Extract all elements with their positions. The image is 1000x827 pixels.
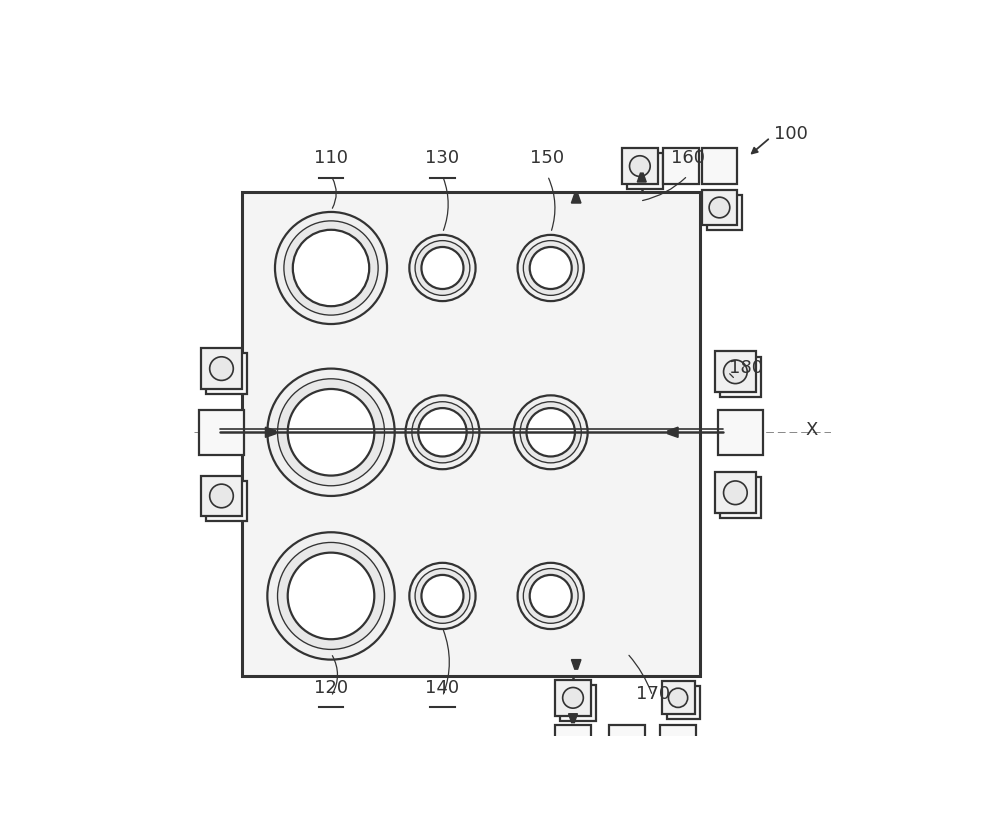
Circle shape	[409, 563, 476, 629]
Circle shape	[418, 408, 467, 457]
Polygon shape	[571, 660, 581, 669]
Bar	[206, 353, 247, 394]
Bar	[627, 153, 663, 189]
Bar	[720, 477, 761, 519]
Bar	[667, 686, 700, 719]
Circle shape	[563, 687, 583, 708]
Circle shape	[267, 369, 395, 496]
Bar	[609, 724, 645, 760]
Text: 130: 130	[425, 150, 460, 167]
Bar	[702, 189, 737, 225]
Text: 110: 110	[314, 150, 348, 167]
Bar	[718, 410, 763, 455]
Circle shape	[530, 575, 572, 617]
Polygon shape	[571, 194, 581, 203]
Bar	[720, 356, 761, 397]
Circle shape	[668, 688, 688, 707]
Polygon shape	[569, 714, 577, 723]
Bar	[201, 476, 242, 516]
Text: 120: 120	[314, 678, 348, 696]
Bar	[707, 194, 742, 231]
Bar	[242, 192, 700, 676]
Bar	[206, 480, 247, 522]
Bar	[201, 348, 242, 389]
Circle shape	[415, 568, 470, 624]
Polygon shape	[265, 428, 276, 437]
Polygon shape	[668, 428, 678, 437]
Circle shape	[293, 230, 369, 306]
Text: 100: 100	[774, 125, 807, 143]
Circle shape	[412, 402, 473, 463]
Circle shape	[288, 552, 374, 639]
Circle shape	[514, 395, 588, 469]
Circle shape	[267, 533, 395, 660]
Circle shape	[421, 247, 463, 289]
Text: 170: 170	[636, 685, 670, 703]
Text: 160: 160	[671, 150, 705, 167]
Polygon shape	[637, 173, 646, 182]
Bar	[702, 148, 737, 184]
Circle shape	[709, 197, 730, 218]
Circle shape	[406, 395, 479, 469]
Text: X: X	[805, 422, 818, 439]
Bar	[662, 681, 695, 715]
Text: 150: 150	[530, 150, 565, 167]
Bar	[660, 724, 696, 760]
Circle shape	[210, 356, 233, 380]
Bar	[555, 724, 591, 760]
Bar	[715, 351, 756, 392]
Text: 140: 140	[425, 678, 460, 696]
Bar	[622, 148, 658, 184]
Circle shape	[275, 212, 387, 324]
Circle shape	[288, 389, 374, 476]
Circle shape	[523, 241, 578, 295]
Text: 180: 180	[729, 359, 763, 377]
Circle shape	[724, 481, 747, 504]
Bar	[715, 472, 756, 513]
Bar	[560, 685, 596, 721]
Circle shape	[278, 379, 385, 485]
Circle shape	[421, 575, 463, 617]
Circle shape	[518, 563, 584, 629]
Circle shape	[210, 484, 233, 508]
Circle shape	[520, 402, 581, 463]
Bar	[663, 148, 699, 184]
Circle shape	[284, 221, 378, 315]
Bar	[199, 410, 244, 455]
Bar	[555, 680, 591, 715]
Circle shape	[530, 247, 572, 289]
Circle shape	[278, 543, 385, 649]
Circle shape	[409, 235, 476, 301]
Circle shape	[518, 235, 584, 301]
Circle shape	[724, 360, 747, 384]
Circle shape	[523, 568, 578, 624]
Circle shape	[527, 408, 575, 457]
Circle shape	[630, 155, 650, 176]
Circle shape	[415, 241, 470, 295]
